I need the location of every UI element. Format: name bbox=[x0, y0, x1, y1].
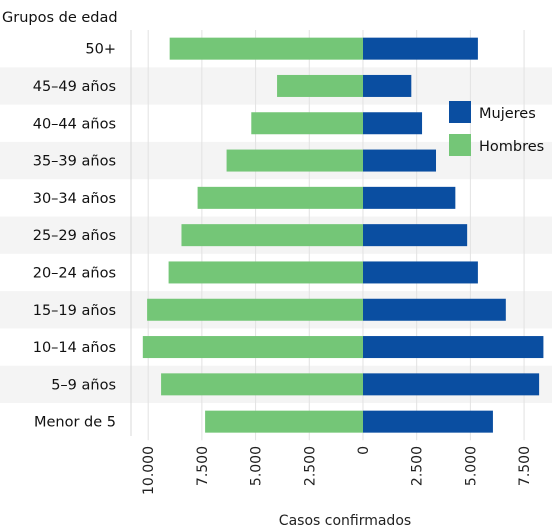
bar-hombres bbox=[168, 261, 363, 284]
bar-mujeres bbox=[362, 37, 478, 60]
bar-hombres bbox=[169, 37, 363, 60]
bar-hombres bbox=[205, 410, 363, 433]
bar-mujeres bbox=[362, 224, 468, 247]
categories-title: Grupos de edad bbox=[2, 10, 118, 26]
x-tick-label: 2.500 bbox=[302, 446, 318, 486]
x-axis-title: Casos confirmados bbox=[279, 513, 411, 526]
bar-mujeres bbox=[362, 336, 544, 359]
bar-hombres bbox=[277, 74, 363, 97]
bar-hombres bbox=[147, 298, 363, 321]
category-label: 30–34 años bbox=[33, 191, 116, 207]
bar-mujeres bbox=[362, 261, 478, 284]
category-label: 35–39 años bbox=[33, 154, 116, 170]
bar-hombres bbox=[181, 224, 363, 247]
category-label: 45–49 años bbox=[33, 79, 116, 95]
bar-mujeres bbox=[362, 186, 456, 209]
x-tick-label: 7.500 bbox=[517, 446, 533, 486]
x-tick-label: 10.000 bbox=[141, 446, 157, 495]
category-label: 5–9 años bbox=[51, 377, 116, 393]
bar-hombres bbox=[142, 336, 363, 359]
bar-hombres bbox=[197, 186, 363, 209]
category-label: 20–24 años bbox=[33, 265, 116, 281]
legend-label: Hombres bbox=[479, 139, 544, 155]
bar-mujeres bbox=[362, 149, 437, 172]
bar-hombres bbox=[161, 373, 363, 396]
category-label: 50+ bbox=[85, 42, 116, 58]
category-label: 40–44 años bbox=[33, 116, 116, 132]
bars bbox=[142, 37, 544, 433]
x-tick-label: 5.000 bbox=[463, 446, 479, 486]
legend-swatch bbox=[449, 134, 471, 156]
bar-mujeres bbox=[362, 410, 493, 433]
bar-mujeres bbox=[362, 373, 540, 396]
category-label: Menor de 5 bbox=[34, 415, 116, 431]
bar-mujeres bbox=[362, 74, 412, 97]
bar-mujeres bbox=[362, 112, 423, 135]
bar-hombres bbox=[251, 112, 363, 135]
category-label: 10–14 años bbox=[33, 340, 116, 356]
x-tick-labels: 10.000 7.500 5.000 2.500 0 2.500 5.000 7.500 bbox=[141, 446, 533, 495]
category-label: 25–29 años bbox=[33, 228, 116, 244]
legend-label: Mujeres bbox=[479, 106, 536, 122]
x-tick-label: 2.500 bbox=[410, 446, 426, 486]
x-tick-label: 5.000 bbox=[249, 446, 265, 486]
legend-swatch bbox=[449, 101, 471, 123]
legend: Mujeres Hombres bbox=[449, 101, 544, 156]
x-tick-label: 7.500 bbox=[195, 446, 211, 486]
category-label: 15–19 años bbox=[33, 303, 116, 319]
bar-hombres bbox=[226, 149, 363, 172]
x-tick-label: 0 bbox=[356, 446, 372, 455]
category-labels: 50+ 45–49 años 40–44 años 35–39 años 30–34 a… bbox=[33, 42, 116, 431]
bar-mujeres bbox=[362, 298, 506, 321]
row-band bbox=[0, 67, 552, 105]
